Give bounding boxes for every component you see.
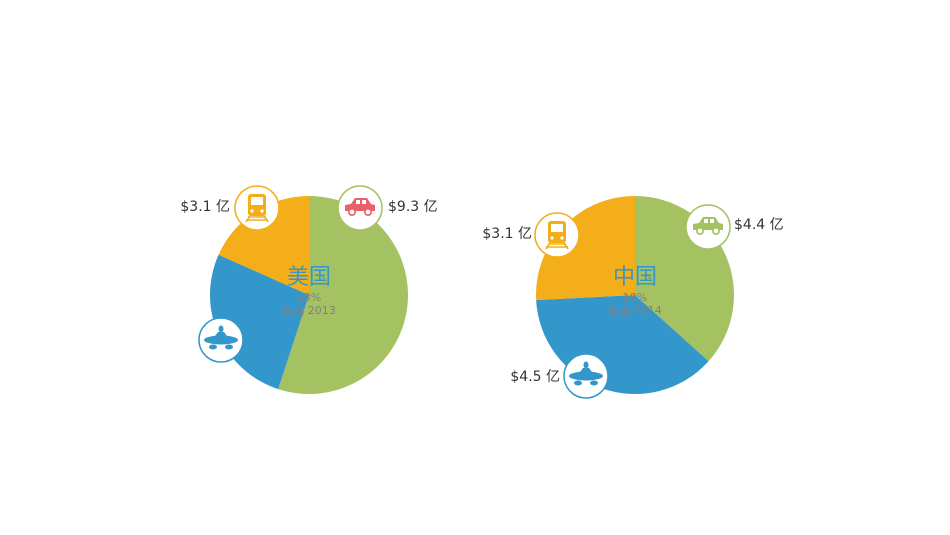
badge-us-plane (198, 317, 244, 363)
value-label-us-car: $9.3 亿 (388, 199, 438, 215)
pie-slice-china-train (536, 196, 635, 301)
airplane-icon (569, 361, 603, 386)
airplane-icon (204, 325, 238, 350)
value-label-china-train: $3.1 亿 (482, 226, 532, 242)
pie-slice-us-car (278, 196, 408, 394)
badge-us-train (234, 185, 280, 231)
badge-china-car (685, 204, 731, 250)
center-title-us: 美国 (287, 265, 331, 290)
pie-slice-us-train (218, 196, 309, 295)
value-label-us-train: $3.1 亿 (180, 199, 230, 215)
badge-us-car (337, 185, 383, 231)
badge-china-train (534, 212, 580, 258)
center-percent-china: 18% (623, 291, 647, 304)
badge-china-plane (563, 353, 609, 399)
center-percent-us: 23% (297, 291, 321, 304)
center-note-us: 数据 2013 (282, 303, 336, 317)
value-label-china-car: $4.4 亿 (734, 217, 784, 233)
car-icon (693, 217, 723, 236)
value-label-china-plane: $4.5 亿 (510, 369, 560, 385)
slices-us (209, 196, 408, 394)
train-icon (245, 194, 269, 223)
center-title-china: 中国 (613, 265, 657, 290)
pie-chart-us: 美国 23% 数据 2013 (209, 196, 408, 394)
center-note-china: 数据 2014 (608, 303, 662, 317)
train-icon (545, 221, 569, 250)
car-icon (345, 198, 375, 217)
